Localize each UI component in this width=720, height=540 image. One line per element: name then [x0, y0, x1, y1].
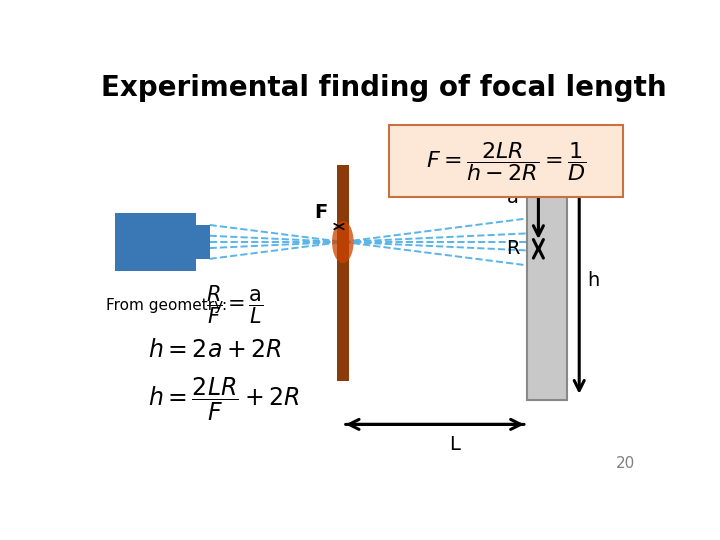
- Text: $h = \dfrac{2LR}{F} + 2R$: $h = \dfrac{2LR}{F} + 2R$: [148, 375, 300, 423]
- Bar: [115, 213, 196, 271]
- Bar: [337, 165, 349, 381]
- Bar: [196, 225, 210, 259]
- Text: $h = 2a + 2R$: $h = 2a + 2R$: [148, 338, 282, 362]
- Text: $F = \dfrac{2LR}{h-2R} = \dfrac{1}{D}$: $F = \dfrac{2LR}{h-2R} = \dfrac{1}{D}$: [426, 139, 586, 183]
- Ellipse shape: [332, 221, 354, 263]
- Text: a: a: [508, 188, 519, 207]
- Bar: [527, 161, 567, 400]
- Text: 20: 20: [616, 456, 634, 471]
- Text: Experimental finding of focal length: Experimental finding of focal length: [101, 74, 667, 102]
- Text: h: h: [587, 271, 599, 290]
- Text: From geometry:: From geometry:: [106, 298, 227, 313]
- Text: F: F: [314, 203, 328, 222]
- Text: L: L: [449, 435, 459, 454]
- FancyBboxPatch shape: [389, 125, 623, 197]
- Text: R: R: [505, 239, 519, 258]
- Text: $\dfrac{R}{F} = \dfrac{\mathrm{a}}{L}$: $\dfrac{R}{F} = \dfrac{\mathrm{a}}{L}$: [206, 284, 264, 326]
